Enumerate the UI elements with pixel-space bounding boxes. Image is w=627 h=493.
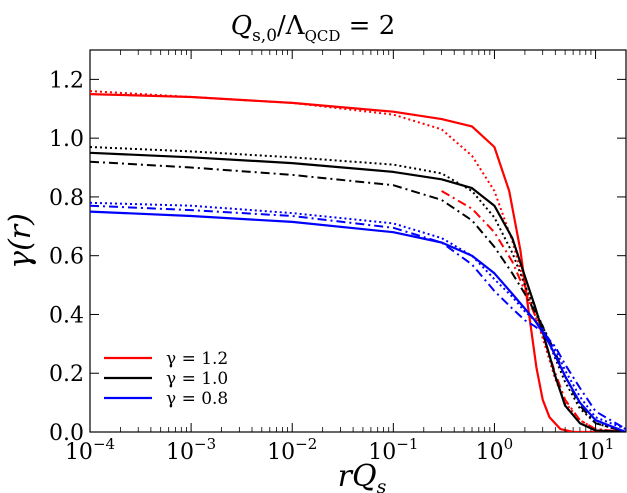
- y-axis-label: γ(r): [3, 213, 38, 269]
- chart-title: Qs,0/ΛQCD = 2: [231, 11, 396, 46]
- series-line-8-dashdot: [90, 204, 626, 430]
- series-line-6-solid: [90, 210, 626, 432]
- x-axis-label: rQs: [338, 459, 387, 493]
- x-label-sub: s: [377, 476, 387, 493]
- y-tick-label: 0.0: [49, 421, 84, 446]
- x-tick-label: 10−4: [65, 435, 115, 465]
- y-tick-label: 0.4: [49, 303, 84, 328]
- y-tick-label: 0.2: [49, 362, 84, 387]
- series-line-2-dashdot: [441, 190, 626, 432]
- legend-label: γ = 0.8: [166, 389, 228, 409]
- title-sub: s,0: [252, 26, 277, 46]
- series-line-1-dotted: [90, 90, 626, 432]
- plot-frame: [89, 49, 627, 433]
- series-layer: [90, 90, 626, 432]
- legend: γ = 1.2γ = 1.0γ = 0.8: [104, 349, 228, 409]
- series-line-3-solid: [90, 151, 626, 432]
- series-line-0-solid: [90, 93, 626, 432]
- x-tick-label: 10−1: [368, 435, 418, 465]
- y-tick-label: 0.8: [49, 186, 84, 211]
- series-line-7-dotted: [90, 201, 626, 431]
- y-tick-label: 1.0: [49, 127, 84, 152]
- ticks-layer: 10−4 10−3 10−2 10−1 100 101 0.0 0.2 0.4 0.6 0.8 1.0…: [49, 50, 627, 465]
- x-label-main: rQ: [338, 459, 377, 493]
- title-tail: = 2: [340, 11, 395, 41]
- y-tick-label: 1.2: [49, 68, 84, 93]
- x-tick-label: 10−3: [166, 435, 216, 465]
- legend-label: γ = 1.0: [166, 369, 228, 389]
- y-tick-label: 0.6: [49, 245, 84, 270]
- x-tick-label: 100: [476, 435, 514, 465]
- title-q: Q: [231, 11, 252, 41]
- title-sub2: QCD: [305, 27, 341, 45]
- x-tick-label: 10−2: [267, 435, 317, 465]
- legend-label: γ = 1.2: [166, 349, 228, 369]
- title-mid: /Λ: [277, 11, 306, 41]
- x-tick-label: 101: [577, 435, 615, 465]
